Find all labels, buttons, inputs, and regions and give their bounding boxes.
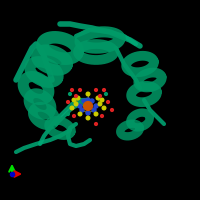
Circle shape (72, 98, 76, 102)
Circle shape (86, 111, 90, 115)
Circle shape (84, 102, 92, 110)
Circle shape (82, 99, 86, 103)
Circle shape (107, 101, 109, 103)
Circle shape (95, 89, 97, 91)
Circle shape (99, 95, 101, 97)
Circle shape (101, 115, 103, 117)
Circle shape (67, 113, 69, 115)
Circle shape (92, 108, 96, 112)
Circle shape (74, 102, 78, 106)
Circle shape (96, 96, 100, 100)
Circle shape (90, 99, 94, 103)
Circle shape (111, 109, 113, 111)
Circle shape (78, 112, 82, 116)
Circle shape (94, 112, 98, 116)
Circle shape (86, 92, 90, 96)
Circle shape (78, 104, 82, 108)
Circle shape (76, 96, 80, 100)
Circle shape (94, 104, 98, 108)
Circle shape (86, 98, 90, 102)
Circle shape (86, 116, 90, 120)
Circle shape (70, 106, 74, 110)
Circle shape (80, 108, 84, 112)
Circle shape (95, 123, 97, 125)
Circle shape (71, 89, 73, 91)
Circle shape (75, 95, 77, 97)
Circle shape (98, 102, 102, 106)
Circle shape (100, 98, 104, 102)
Circle shape (73, 115, 75, 117)
Circle shape (69, 93, 71, 95)
Circle shape (79, 89, 81, 91)
Circle shape (105, 93, 107, 95)
Circle shape (67, 101, 69, 103)
Circle shape (103, 89, 105, 91)
Circle shape (102, 106, 106, 110)
